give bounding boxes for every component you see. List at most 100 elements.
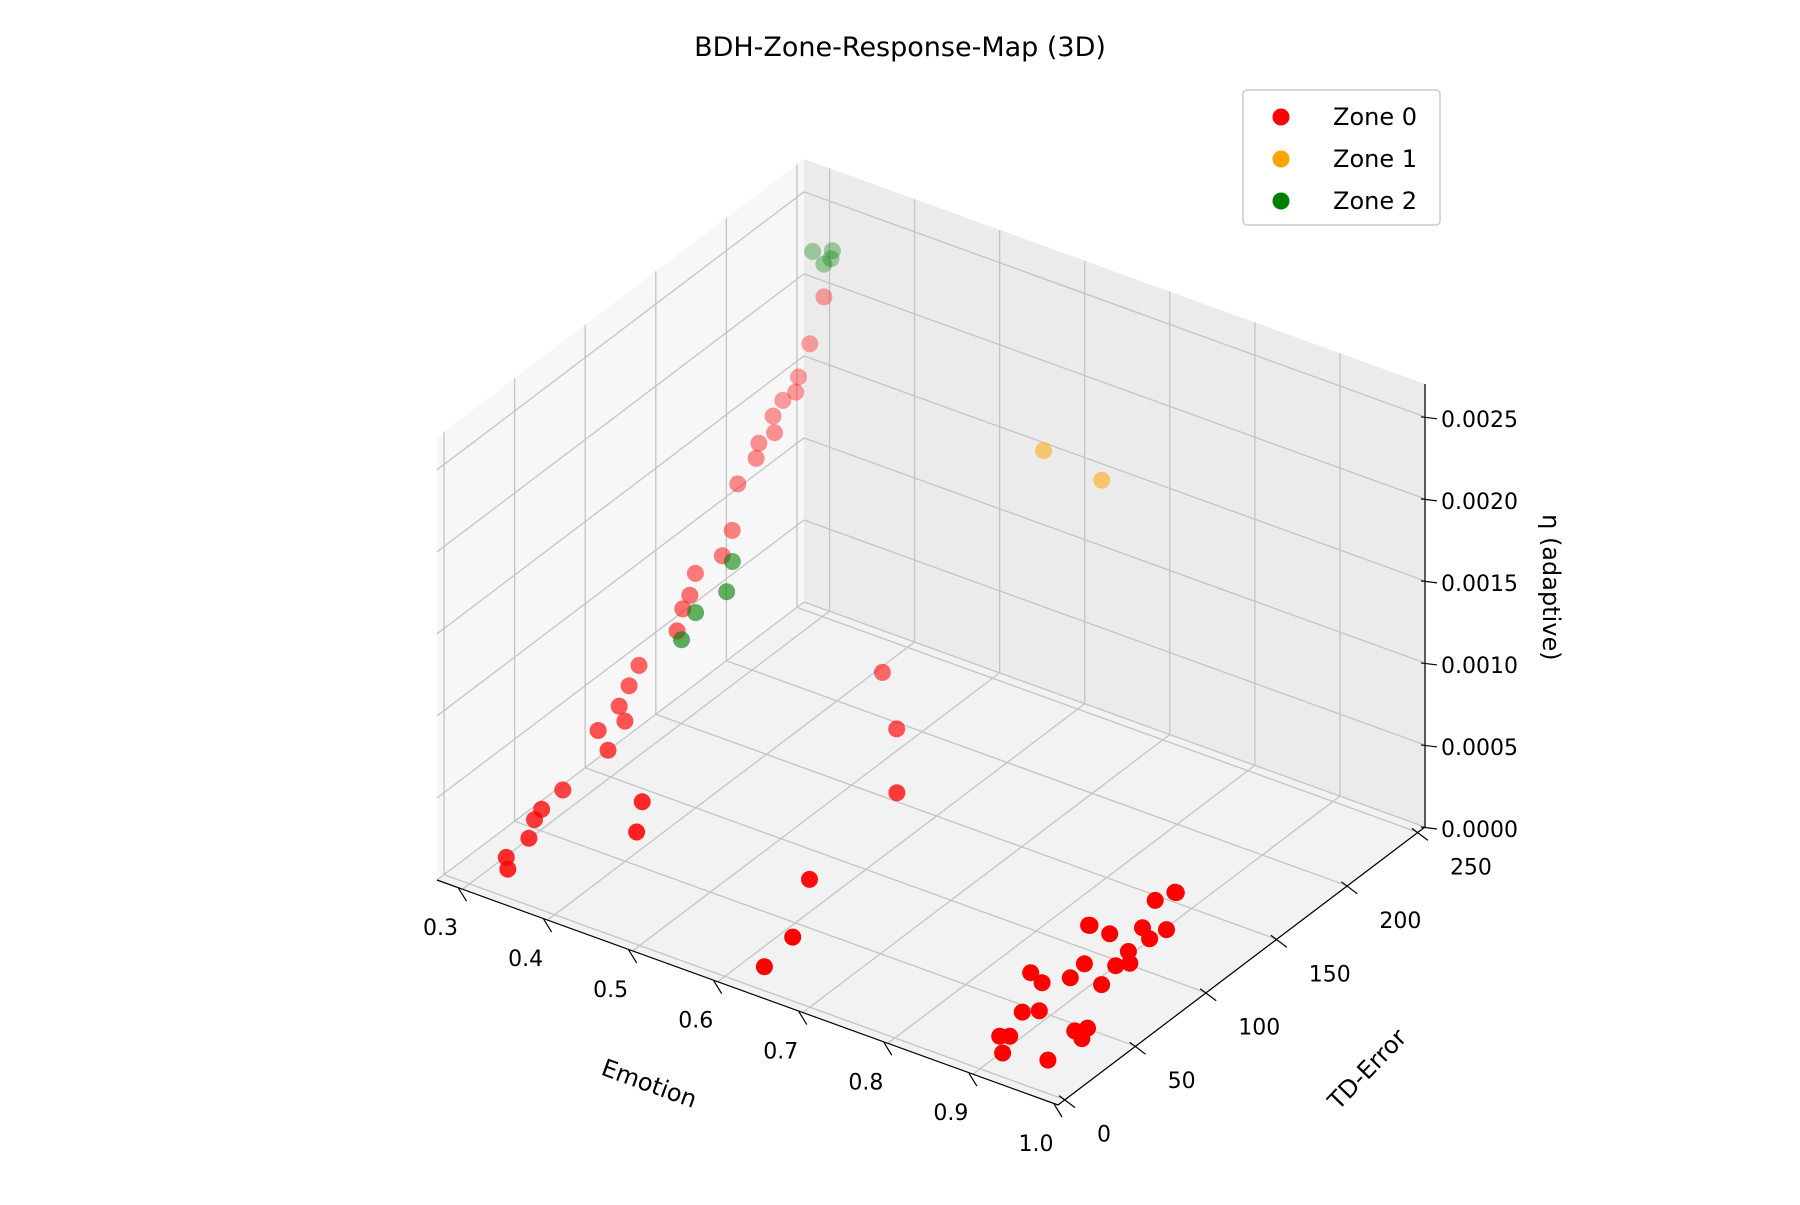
x-tick — [798, 1011, 808, 1025]
data-point-zone-0 — [815, 288, 833, 306]
data-point-zone-2 — [718, 583, 736, 601]
data-point-zone-0 — [750, 434, 768, 452]
x-tick — [1053, 1103, 1063, 1118]
gridline-y-floor — [443, 874, 1066, 1101]
gridline-z-side — [436, 437, 805, 717]
x-tick-label: 0.4 — [508, 947, 543, 972]
gridline-z-back — [803, 519, 1426, 746]
data-point-zone-0 — [554, 781, 572, 799]
x-axis-line — [436, 879, 1059, 1106]
data-point-zone-0 — [1061, 969, 1079, 987]
data-point-zone-2 — [804, 243, 822, 260]
y-tick — [1341, 881, 1358, 895]
z-tick-label: 0.0010 — [1441, 654, 1518, 679]
gridline-z-back — [803, 191, 1426, 418]
gridline-x-floor — [717, 703, 1086, 983]
data-point-zone-0 — [681, 586, 699, 604]
y-tick-label: 100 — [1238, 1016, 1280, 1041]
gridline-y-floor — [726, 660, 1348, 887]
x-tick — [628, 949, 638, 964]
data-point-zone-0 — [1066, 1022, 1084, 1040]
floor-pane — [437, 602, 1425, 1105]
data-point-zone-0 — [1075, 955, 1093, 973]
z-tick-label: 0.0020 — [1441, 490, 1518, 515]
data-points — [497, 242, 1185, 1069]
y-tick-label: 250 — [1450, 855, 1492, 880]
x-tick — [458, 887, 468, 902]
data-point-zone-0 — [1134, 919, 1151, 937]
gridline-y-floor — [796, 606, 1419, 833]
data-point-zone-0 — [610, 697, 628, 715]
data-point-zone-0 — [1107, 957, 1125, 975]
data-point-zone-2 — [822, 250, 840, 268]
z-tick-label: 0.0000 — [1441, 818, 1518, 843]
data-point-zone-0 — [729, 475, 747, 493]
data-point-zone-0 — [994, 1044, 1012, 1062]
x-tick — [713, 980, 723, 995]
gridline-z-side — [436, 191, 805, 471]
data-point-zone-0 — [616, 712, 634, 730]
gridline-z-side — [436, 601, 805, 881]
legend-marker — [1272, 108, 1290, 126]
data-point-zone-0 — [1093, 976, 1111, 994]
gridline-z-side — [436, 273, 805, 553]
gridline-x-floor — [887, 764, 1256, 1044]
z-tick — [1420, 744, 1438, 748]
data-point-zone-0 — [620, 677, 638, 695]
gridline-z-back — [803, 601, 1426, 828]
data-point-zone-0 — [873, 663, 891, 681]
data-point-zone-0 — [589, 722, 607, 739]
z-tick — [1420, 416, 1438, 420]
data-point-zone-0 — [1030, 1002, 1048, 1020]
data-point-zone-0 — [1022, 964, 1040, 982]
y-tick — [1411, 827, 1429, 841]
gridline-z-back — [803, 355, 1426, 582]
data-point-zone-0 — [1158, 921, 1175, 939]
data-point-zone-0 — [526, 811, 543, 829]
data-point-zone-0 — [1001, 1027, 1019, 1045]
data-point-zone-0 — [633, 793, 651, 811]
z-tick — [1420, 662, 1438, 666]
z-tick-label: 0.0015 — [1441, 572, 1518, 597]
data-point-zone-0 — [599, 741, 617, 759]
y-tick-label: 50 — [1168, 1069, 1196, 1094]
data-point-zone-0 — [747, 449, 765, 467]
data-point-zone-2 — [815, 255, 833, 273]
data-point-zone-0 — [628, 823, 646, 841]
y-tick — [1058, 1095, 1076, 1109]
data-point-zone-2 — [687, 604, 705, 622]
data-point-zone-0 — [888, 720, 906, 738]
data-point-zone-0 — [764, 407, 782, 425]
data-point-zone-0 — [774, 391, 792, 409]
x-tick-label: 0.6 — [678, 1009, 713, 1034]
data-point-zone-2 — [673, 631, 690, 649]
gridline-x-floor — [547, 641, 915, 921]
data-point-zone-0 — [1146, 891, 1164, 909]
data-point-zone-1 — [1093, 471, 1111, 489]
z-tick-label: 0.0025 — [1441, 408, 1518, 433]
data-point-zone-0 — [1167, 884, 1185, 902]
x-tick-label: 0.5 — [593, 978, 628, 1003]
data-point-zone-0 — [1101, 925, 1119, 943]
x-tick — [543, 918, 553, 933]
gridline-z-back — [803, 273, 1426, 500]
x-tick-label: 0.3 — [423, 916, 458, 941]
data-point-zone-0 — [674, 600, 692, 618]
x-tick — [968, 1072, 978, 1087]
gridline-z-side — [436, 519, 805, 799]
x-tick-label: 0.8 — [848, 1070, 883, 1095]
data-point-zone-0 — [686, 564, 704, 582]
legend: Zone 0 Zone 1 Zone 2 — [1242, 89, 1441, 226]
data-point-zone-0 — [630, 656, 648, 674]
x-tick-label: 1.0 — [1019, 1132, 1054, 1157]
x-tick-label: 0.7 — [763, 1040, 798, 1065]
y-tick-label: 200 — [1379, 909, 1421, 934]
z-axis-label: η (adaptive) — [1537, 514, 1565, 661]
data-point-zone-0 — [790, 368, 807, 386]
z-tick — [1420, 580, 1438, 584]
y-axis-label: TD-Error — [1322, 1023, 1413, 1115]
legend-marker — [1272, 192, 1290, 210]
data-point-zone-0 — [1081, 916, 1099, 934]
